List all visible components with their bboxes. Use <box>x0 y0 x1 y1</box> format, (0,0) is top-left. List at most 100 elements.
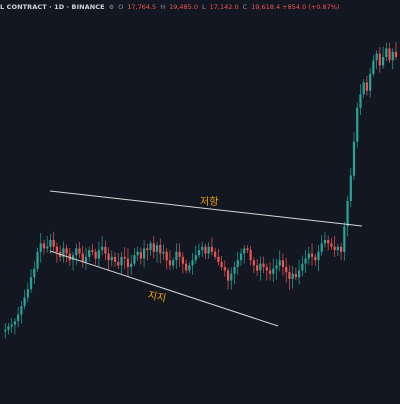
candle-body[interactable] <box>230 273 233 281</box>
candle-body[interactable] <box>10 324 13 327</box>
candle-body[interactable] <box>39 243 42 252</box>
candle-body[interactable] <box>343 226 346 252</box>
candle-body[interactable] <box>113 256 117 262</box>
candle-body[interactable] <box>68 253 71 261</box>
candle-body[interactable] <box>188 265 191 271</box>
candle-body[interactable] <box>26 289 29 298</box>
candle-body[interactable] <box>84 256 88 262</box>
candle-body[interactable] <box>178 251 181 257</box>
candle-body[interactable] <box>210 246 214 252</box>
candle-body[interactable] <box>252 260 256 266</box>
candle-body[interactable] <box>281 260 285 268</box>
candle-body[interactable] <box>107 253 110 261</box>
candle-body[interactable] <box>307 253 310 259</box>
candle-body[interactable] <box>346 200 349 227</box>
candle-body[interactable] <box>291 273 294 279</box>
candle-body[interactable] <box>172 260 175 266</box>
candle-body[interactable] <box>175 251 178 261</box>
candle-body[interactable] <box>365 82 369 91</box>
candle-body[interactable] <box>29 277 33 290</box>
candle-body[interactable] <box>152 243 155 252</box>
candle-body[interactable] <box>372 60 375 74</box>
candle-body[interactable] <box>139 251 142 259</box>
candle-body[interactable] <box>288 272 291 279</box>
candle-body[interactable] <box>275 265 278 269</box>
candle-body[interactable] <box>191 260 194 266</box>
candle-body[interactable] <box>104 246 107 254</box>
candle-body[interactable] <box>126 258 130 268</box>
candle-body[interactable] <box>310 253 314 257</box>
candle-body[interactable] <box>155 245 159 252</box>
candle-body[interactable] <box>81 253 84 262</box>
candle-body[interactable] <box>136 251 139 256</box>
candle-body[interactable] <box>294 273 297 278</box>
candle-body[interactable] <box>352 141 356 176</box>
candle-body[interactable] <box>62 248 65 257</box>
candle-body[interactable] <box>123 256 126 259</box>
candle-body[interactable] <box>268 270 272 274</box>
candle-body[interactable] <box>233 267 236 274</box>
candle-body[interactable] <box>91 250 94 252</box>
candle-body[interactable] <box>181 256 184 264</box>
candle-body[interactable] <box>217 256 220 262</box>
candle-body[interactable] <box>142 248 146 259</box>
candle-body[interactable] <box>7 326 10 330</box>
candle-body[interactable] <box>49 239 52 247</box>
candle-body[interactable] <box>314 256 317 261</box>
candle-body[interactable] <box>304 258 307 264</box>
candle-body[interactable] <box>149 243 152 251</box>
candle-body[interactable] <box>339 246 343 252</box>
candle-body[interactable] <box>36 251 39 269</box>
candle-body[interactable] <box>265 267 268 271</box>
candle-body[interactable] <box>362 82 365 95</box>
resistance-trendline[interactable] <box>49 190 363 227</box>
candle-body[interactable] <box>162 251 165 254</box>
candle-body[interactable] <box>349 175 352 201</box>
candle-body[interactable] <box>168 260 172 266</box>
candle-body[interactable] <box>317 251 320 261</box>
candle-body[interactable] <box>336 246 339 251</box>
candle-body[interactable] <box>42 243 46 249</box>
candle-body[interactable] <box>101 246 104 251</box>
candle-body[interactable] <box>369 73 372 91</box>
candle-body[interactable] <box>97 250 100 259</box>
support-trendline[interactable] <box>49 250 279 327</box>
candle-body[interactable] <box>327 239 330 244</box>
candle-body[interactable] <box>394 51 398 57</box>
candle-body[interactable] <box>194 255 197 261</box>
candle-body[interactable] <box>120 256 123 266</box>
settings-icon[interactable]: ⚙ <box>108 3 115 11</box>
candle-body[interactable] <box>17 314 20 322</box>
candle-body[interactable] <box>204 246 207 254</box>
candle-body[interactable] <box>33 268 36 278</box>
candle-body[interactable] <box>378 53 381 66</box>
candle-body[interactable] <box>133 255 136 264</box>
candle-body[interactable] <box>330 243 333 247</box>
candle-body[interactable] <box>207 246 210 254</box>
candle-body[interactable] <box>381 56 385 66</box>
candle-body[interactable] <box>323 239 327 244</box>
candle-body[interactable] <box>184 263 188 271</box>
candle-body[interactable] <box>256 265 259 271</box>
candle-body[interactable] <box>333 246 336 251</box>
candle-body[interactable] <box>375 53 378 61</box>
candle-body[interactable] <box>259 263 262 271</box>
candle-body[interactable] <box>298 270 301 278</box>
candle-body[interactable] <box>146 248 149 251</box>
candle-body[interactable] <box>46 246 49 249</box>
resistance-label[interactable]: 저항 <box>200 197 219 208</box>
candle-body[interactable] <box>117 261 120 266</box>
candle-body[interactable] <box>388 48 391 61</box>
candle-body[interactable] <box>71 255 75 261</box>
candle-body[interactable] <box>214 251 217 257</box>
candle-body[interactable] <box>391 51 394 61</box>
candle-body[interactable] <box>239 253 243 261</box>
candle-body[interactable] <box>320 243 323 252</box>
candle-body[interactable] <box>75 248 78 256</box>
candle-body[interactable] <box>223 267 226 271</box>
candle-body[interactable] <box>55 246 59 252</box>
candle-body[interactable] <box>165 251 168 261</box>
symbol-title[interactable]: L CONTRACT · 1D · BINANCE <box>0 3 105 11</box>
